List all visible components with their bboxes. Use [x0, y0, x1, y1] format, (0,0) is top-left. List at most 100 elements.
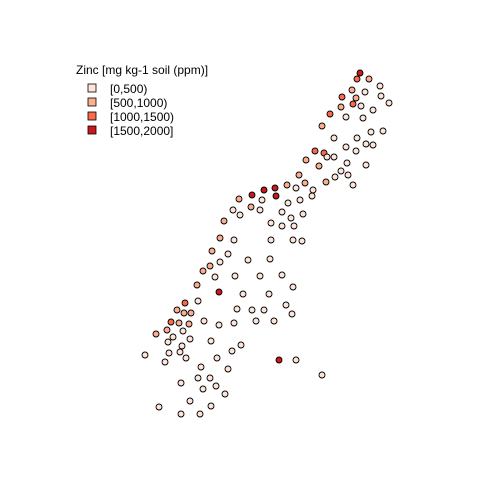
legend: Zinc [mg kg-1 soil (ppm)] [0,500) [500,1… [76, 63, 208, 138]
sample-point-0-500-18 [367, 128, 375, 136]
sample-point-500-1000-90 [180, 309, 188, 317]
sample-point-0-500-34 [337, 167, 345, 175]
sample-point-0-500-33 [362, 161, 370, 169]
sample-point-500-1000-105 [152, 330, 160, 338]
sample-point-0-500-29 [330, 153, 338, 161]
sample-point-0-500-108 [164, 338, 172, 346]
sample-point-0-500-9 [385, 99, 393, 107]
sample-point-0-500-120 [292, 356, 300, 364]
sample-point-1000-1500-10 [349, 100, 357, 108]
sample-point-0-500-112 [141, 351, 149, 359]
sample-point-500-1000-30 [302, 156, 310, 164]
sample-point-0-500-83 [239, 290, 247, 298]
legend-label-500-1000: [500,1000) [110, 96, 167, 110]
sample-point-0-500-93 [260, 306, 268, 314]
sample-point-0-500-8 [377, 92, 385, 100]
sample-point-0-500-98 [200, 317, 208, 325]
sample-point-0-500-59 [287, 214, 295, 222]
sample-point-0-500-51 [284, 199, 292, 207]
sample-point-1500-2000-82 [215, 288, 223, 296]
sample-point-0-500-114 [176, 348, 184, 356]
sample-point-0-500-99 [252, 317, 260, 325]
sample-point-0-500-36 [344, 171, 352, 179]
sample-point-0-500-116 [182, 354, 190, 362]
sample-point-500-1000-69 [208, 247, 216, 255]
sample-point-0-500-109 [207, 337, 215, 345]
sample-point-0-500-104 [230, 319, 238, 327]
sample-point-0-500-103 [215, 321, 223, 329]
legend-swatch-1000-1500 [87, 111, 97, 121]
sample-point-1500-2000-44 [260, 186, 268, 194]
sample-point-0-500-70 [224, 250, 232, 258]
sample-point-0-500-86 [233, 305, 241, 313]
sample-point-0-500-92 [248, 306, 256, 314]
sample-point-1000-1500-6 [338, 93, 346, 101]
sample-point-0-500-61 [267, 219, 275, 227]
sample-point-0-500-28 [323, 153, 331, 161]
sample-point-0-500-127 [199, 385, 207, 393]
sample-point-0-500-25 [369, 141, 377, 149]
sample-point-0-500-132 [207, 402, 215, 410]
sample-point-0-500-131 [155, 403, 163, 411]
sample-point-500-1000-31 [315, 162, 323, 170]
legend-title: Zinc [mg kg-1 soil (ppm)] [76, 63, 208, 77]
sample-point-0-500-84 [265, 290, 273, 298]
sample-point-0-500-66 [267, 236, 275, 244]
sample-point-1000-1500-26 [311, 147, 319, 155]
sample-point-0-500-5 [361, 88, 369, 96]
sample-point-0-500-65 [230, 236, 238, 244]
sample-point-0-500-19 [379, 127, 387, 135]
sample-point-500-1000-41 [283, 181, 291, 189]
sample-points-layer [141, 69, 393, 418]
sample-point-500-1000-71 [206, 262, 214, 270]
sample-point-0-500-16 [359, 114, 367, 122]
sample-point-0-500-58 [299, 210, 307, 218]
sample-point-0-500-126 [177, 379, 185, 387]
sample-point-500-1000-91 [187, 309, 195, 317]
sample-point-0-500-125 [206, 374, 214, 382]
sample-point-0-500-32 [343, 159, 351, 167]
sample-point-500-1000-50 [247, 203, 255, 211]
sample-point-1000-1500-89 [181, 299, 189, 307]
sample-point-0-500-94 [288, 310, 296, 318]
sample-point-500-1000-80 [193, 281, 201, 289]
sample-point-0-500-56 [256, 206, 264, 214]
legend-label-0-500: [0,500) [110, 82, 147, 96]
sample-point-0-500-13 [369, 106, 377, 114]
sample-point-500-1000-88 [173, 306, 181, 314]
sample-point-0-500-43 [309, 186, 317, 194]
sample-point-0-500-79 [278, 271, 286, 279]
sample-point-500-1000-40 [301, 179, 309, 187]
sample-point-1000-1500-95 [167, 318, 175, 326]
sample-point-0-500-133 [177, 410, 185, 418]
sample-point-0-500-113 [165, 349, 173, 357]
sample-point-0-500-55 [236, 211, 244, 219]
sample-point-0-500-53 [308, 192, 316, 200]
sample-point-1500-2000-46 [272, 192, 280, 200]
sample-point-500-1000-4 [348, 86, 356, 94]
sample-point-500-1000-7 [352, 94, 360, 102]
sample-point-1500-2000-119 [275, 356, 283, 364]
sample-point-0-500-22 [342, 143, 350, 151]
legend-label-1000-1500: [1000,1500) [110, 110, 174, 124]
sample-point-0-500-21 [353, 134, 361, 142]
sample-point-0-500-35 [331, 173, 339, 181]
sample-point-1500-2000-47 [248, 191, 256, 199]
sample-point-500-1000-96 [175, 319, 183, 327]
sample-point-0-500-102 [179, 327, 187, 335]
sample-point-0-500-68 [298, 237, 306, 245]
sample-point-0-500-57 [278, 208, 286, 216]
sample-point-0-500-130 [186, 397, 194, 405]
legend-swatch-0-500 [87, 83, 97, 93]
sample-point-0-500-12 [357, 102, 365, 110]
sample-point-0-500-39 [349, 181, 357, 189]
sample-point-0-500-107 [186, 335, 194, 343]
sample-point-0-500-74 [266, 255, 274, 263]
sample-point-0-500-15 [342, 113, 350, 121]
sample-point-0-500-77 [231, 272, 239, 280]
sample-point-500-1000-64 [216, 234, 224, 242]
sample-point-0-500-24 [352, 147, 360, 155]
sample-point-0-500-81 [289, 283, 297, 291]
sample-point-1500-2000-0 [356, 69, 364, 77]
